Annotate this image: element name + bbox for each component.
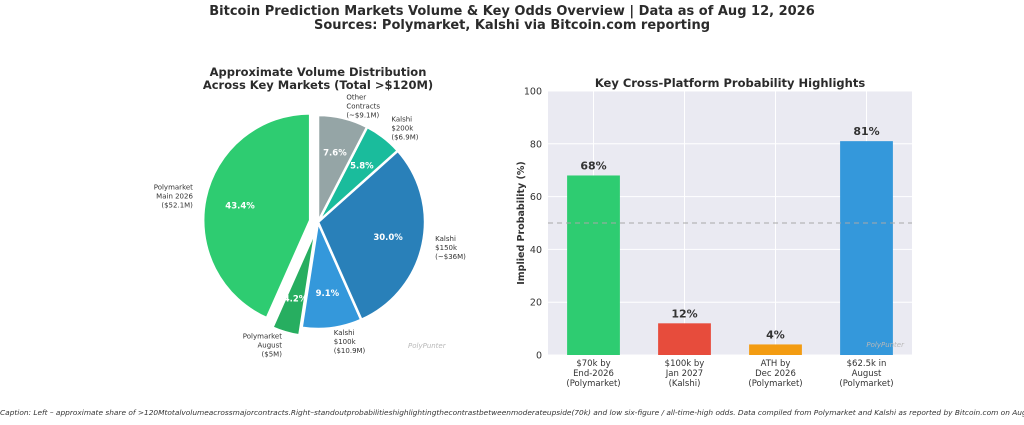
pie-slice xyxy=(201,112,312,320)
bar-chart: 0 20 40 60 80 100 68% $70k by End-2026 (Polymarke… xyxy=(516,87,912,389)
pie-slice-label: Kalshi $150k (~$36M) xyxy=(435,235,466,261)
pie-slice-label: Polymarket August ($5M) xyxy=(243,333,282,359)
x-tick-label: ATH by Dec 2026 (Polymarket) xyxy=(748,359,802,389)
bar-value-label: 68% xyxy=(580,159,606,172)
y-tick-label: 60 xyxy=(530,192,542,203)
pie-chart: 43.4% Polymarket Main 2026 ($52.1M) 4.2% Poly… xyxy=(154,94,466,359)
bar-value-label: 81% xyxy=(853,125,879,138)
bar xyxy=(749,344,802,355)
bar xyxy=(567,175,620,355)
x-tick-label: $100k by Jan 2027 (Kalshi) xyxy=(665,359,705,389)
y-tick-label: 40 xyxy=(530,245,542,256)
pie-slice-percent-label: 5.8% xyxy=(350,161,374,171)
x-tick-label: $62.5k in August (Polymarket) xyxy=(839,359,893,389)
x-tick-label: $70k by End-2026 (Polymarket) xyxy=(566,359,620,389)
pie-slice-label: Kalshi $100k ($10.9M) xyxy=(334,329,366,355)
y-tick-label: 80 xyxy=(530,139,542,150)
pie-title-line-2: Across Key Markets (Total >$120M) xyxy=(202,78,434,92)
bar xyxy=(840,141,893,355)
pie-title-line-1: Approximate Volume Distribution xyxy=(209,65,427,79)
pie-chart-title: Approximate Volume Distribution Across K… xyxy=(180,66,456,92)
pie-slice xyxy=(316,148,427,322)
bar-chart-title: Key Cross-Platform Probability Highlight… xyxy=(594,76,866,90)
pie-slice xyxy=(316,113,369,223)
pie-slice-label: Kalshi $200k ($6.9M) xyxy=(391,115,418,141)
pie-slice-percent-label: 4.2% xyxy=(284,294,308,304)
bar xyxy=(658,323,711,355)
pie-slice xyxy=(270,229,317,337)
pie-slice-label: Polymarket Main 2026 ($52.1M) xyxy=(154,184,194,210)
y-tick-label: 0 xyxy=(536,351,542,362)
y-axis-label: Implied Probability (%) xyxy=(516,161,527,285)
pie-slice-percent-label: 30.0% xyxy=(373,233,403,243)
pie-slice-percent-label: 7.6% xyxy=(323,148,347,158)
watermark: PolyPunter xyxy=(866,341,905,349)
y-tick-label: 100 xyxy=(524,87,542,98)
pie-slice-percent-label: 43.4% xyxy=(225,201,255,211)
pie-slice-percent-label: 9.1% xyxy=(316,289,340,299)
bar-value-label: 12% xyxy=(671,307,697,320)
y-tick-label: 20 xyxy=(530,298,542,309)
watermark: PolyPunter xyxy=(408,342,447,350)
pie-slice-label: Other Contracts (~$9.1M) xyxy=(346,94,380,120)
main-subtitle: Sources: Polymarket, Kalshi via Bitcoin.… xyxy=(313,18,711,33)
bar-value-label: 4% xyxy=(766,328,785,341)
main-title: Bitcoin Prediction Markets Volume & Key … xyxy=(209,4,815,19)
figure-caption: Caption: Left – approximate share of >12… xyxy=(0,408,1024,417)
